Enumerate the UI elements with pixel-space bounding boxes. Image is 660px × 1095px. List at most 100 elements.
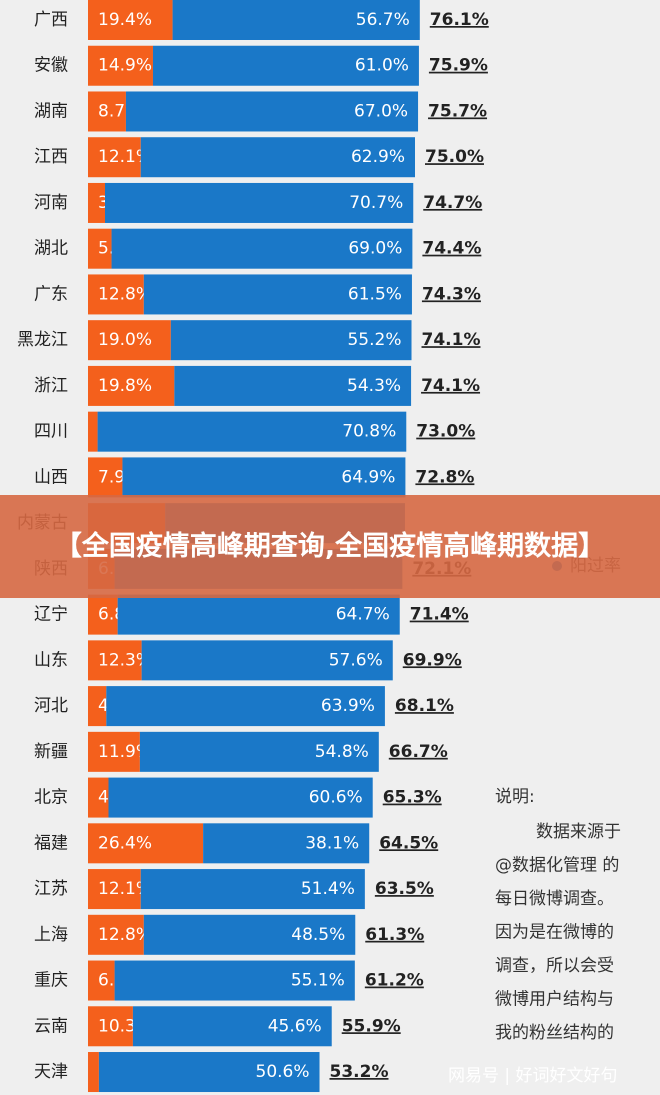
bar-segment [88,411,98,452]
bar-segment [105,182,414,223]
bar-segment [88,91,126,132]
value-label: 61.0% [355,56,409,76]
bar-segment [88,320,171,361]
value-label: 19.0% [98,330,152,350]
value-label: 69.0% [348,239,402,259]
note-title: 说明: [495,787,535,807]
value-label: 70.8% [342,422,396,442]
total-label: 71.4% [410,605,469,625]
bar-segment [88,457,123,498]
category-label: 安徽 [34,56,68,76]
bar-segment [88,274,144,315]
total-label: 66.7% [389,742,448,762]
bar-segment [88,45,153,86]
bar-segment [139,731,379,772]
bar-segment [88,228,112,269]
category-label: 湖北 [34,239,68,259]
total-label: 64.5% [379,833,438,853]
category-label: 广西 [34,10,68,30]
value-label: 67.0% [354,101,408,121]
value-label: 64.9% [341,467,395,487]
value-label: 63.9% [321,696,375,716]
category-label: 黑龙江 [17,330,68,350]
bar-segment [88,1006,133,1047]
value-label: 45.6% [268,1016,322,1036]
bar-segment [88,137,141,178]
bar-segment [88,869,141,910]
bar-segment [174,365,412,406]
category-label: 湖南 [34,101,68,121]
bar-segment [88,1052,99,1093]
total-label: 72.8% [415,467,474,487]
category-label: 上海 [34,925,68,945]
value-label: 51.4% [301,879,355,899]
note-line: 数据来源于 [536,822,621,842]
total-label: 55.9% [342,1016,401,1036]
bar-segment [170,320,412,361]
value-label: 19.8% [98,376,152,396]
value-label: 60.6% [309,788,363,808]
value-label: 12.1% [98,147,152,167]
bar-segment [172,0,420,40]
bar-segment [114,960,355,1001]
category-label: 江苏 [34,879,68,899]
bar-segment [141,640,393,681]
value-label: 54.3% [347,376,401,396]
bar-segment [108,777,373,818]
total-label: 74.1% [422,330,481,350]
bar-segment [143,274,412,315]
bar-segment [125,91,419,132]
category-label: 江西 [34,147,68,167]
value-label: 61.5% [348,284,402,304]
bar-segment [132,1006,332,1047]
total-label: 74.4% [422,239,481,259]
bar-segment [88,731,140,772]
bar-segment [97,411,407,452]
value-label: 19.4% [98,10,152,30]
value-label: 55.2% [347,330,401,350]
value-label: 12.8% [98,284,152,304]
category-label: 浙江 [34,376,68,396]
total-label: 53.2% [330,1062,389,1082]
bar-segment [117,594,400,635]
value-label: 26.4% [98,833,152,853]
value-label: 70.7% [349,193,403,213]
value-label: 56.7% [356,10,410,30]
category-label: 山西 [34,467,68,487]
bar-segment [98,1052,320,1093]
value-label: 55.1% [291,971,345,991]
bar-segment [88,594,118,635]
total-label: 74.1% [421,376,480,396]
value-label: 12.1% [98,879,152,899]
category-label: 重庆 [34,971,68,991]
title-banner: 【全国疫情高峰期查询,全国疫情高峰期数据】 [0,495,660,598]
total-label: 63.5% [375,879,434,899]
value-label: 14.9% [98,56,152,76]
total-label: 75.7% [428,101,487,121]
bar-segment [88,960,115,1001]
total-label: 69.9% [403,650,462,670]
value-label: 38.1% [305,833,359,853]
note-line: 每日微博调查。 [495,889,614,909]
total-label: 76.1% [430,10,489,30]
total-label: 68.1% [395,696,454,716]
category-label: 河北 [34,696,68,716]
bar-segment [88,182,106,223]
total-label: 75.9% [429,56,488,76]
note-line: 调查，所以会受 [495,956,614,976]
bar-segment [122,457,406,498]
value-label: 11.9% [98,742,152,762]
total-label: 61.2% [365,971,424,991]
bar-segment [88,365,175,406]
bar-segment [88,686,107,727]
category-label: 北京 [34,788,68,808]
bar-segment [152,45,419,86]
value-label: 12.3% [98,650,152,670]
bar-segment [88,640,142,681]
value-label: 54.8% [315,742,369,762]
total-label: 74.7% [423,193,482,213]
category-label: 云南 [34,1016,68,1036]
value-label: 50.6% [256,1062,310,1082]
note-line: 因为是在微博的 [495,923,614,943]
